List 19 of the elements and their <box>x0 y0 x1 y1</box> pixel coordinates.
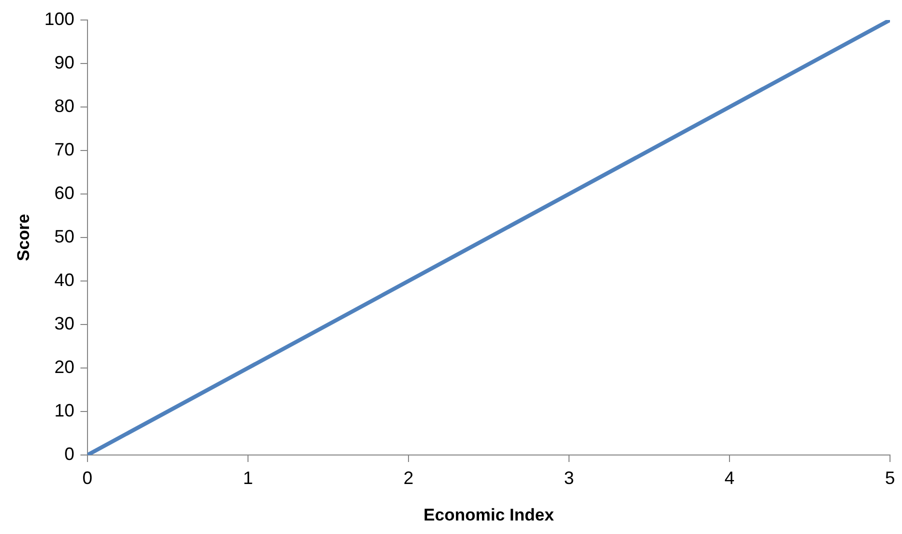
x-tick-label: 1 <box>242 468 253 488</box>
y-tick-label: 90 <box>54 52 74 72</box>
y-tick-label: 60 <box>54 182 74 203</box>
x-tick-label: 3 <box>564 468 574 488</box>
x-axis-title: Economic Index <box>424 505 554 524</box>
y-tick-label: 20 <box>54 356 74 377</box>
y-tick-label: 10 <box>54 400 74 420</box>
y-tick-label: 0 <box>64 444 74 464</box>
x-tick-label: 4 <box>724 468 734 488</box>
y-tick-label: 80 <box>54 96 74 116</box>
y-axis-title: Score <box>14 214 33 262</box>
x-tick-label: 5 <box>884 468 896 488</box>
y-tick-label: 30 <box>54 313 74 334</box>
y-tick-label: 100 <box>44 8 74 29</box>
x-tick-label: 2 <box>403 468 414 488</box>
y-tick-label: 40 <box>54 270 74 290</box>
y-tick-label: 70 <box>54 139 74 160</box>
x-tick-label: 0 <box>82 468 92 488</box>
y-tick-label: 50 <box>54 226 74 246</box>
